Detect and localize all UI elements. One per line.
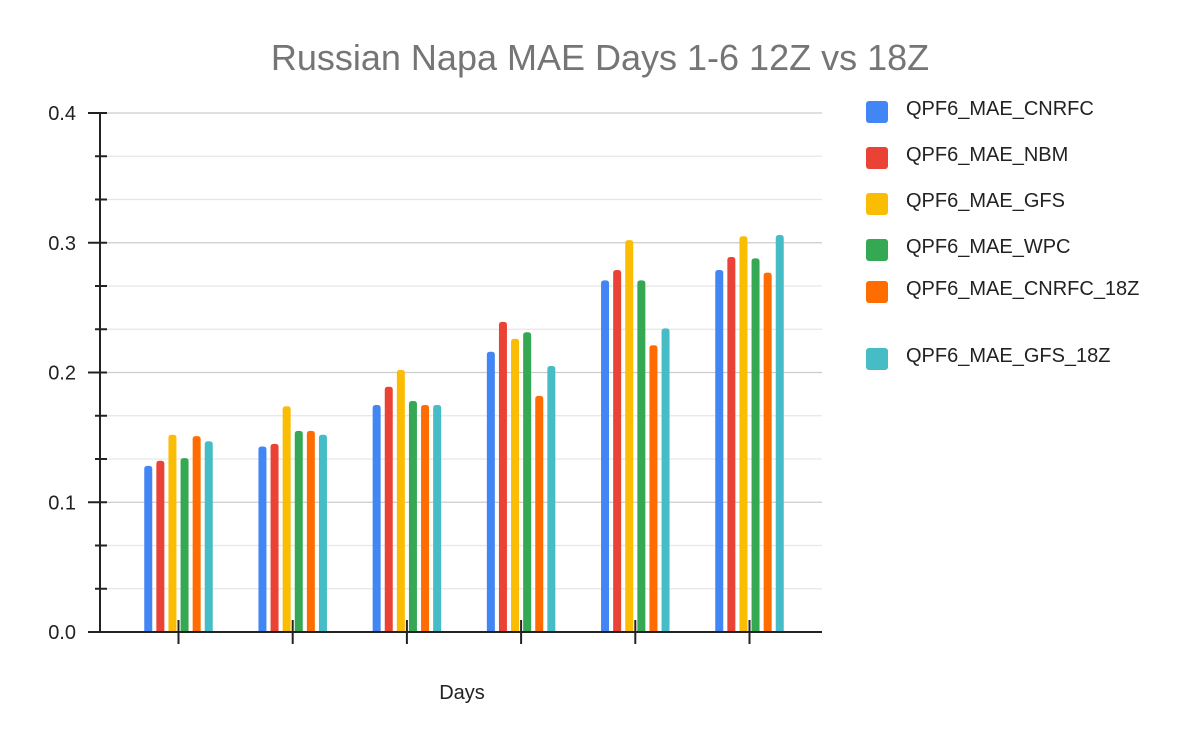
bar (144, 465, 153, 632)
legend-item: QPF6_MAE_GFS_18Z (866, 345, 1168, 370)
y-tick-label: 0.0 (48, 622, 76, 644)
bar (294, 430, 303, 632)
bar (498, 321, 507, 632)
bar (715, 269, 724, 632)
legend-swatch (866, 101, 888, 123)
axes: 0.0 0.1 0.2 0.3 0.4 (48, 103, 822, 644)
bar (727, 257, 736, 632)
bar (396, 369, 405, 632)
bar (180, 458, 189, 632)
legend-swatch (866, 239, 888, 261)
legend-item: QPF6_MAE_CNRFC_18Z (866, 278, 1168, 303)
bar (547, 366, 556, 632)
legend-label: QPF6_MAE_NBM (906, 144, 1069, 166)
y-tick-label: 0.3 (48, 233, 76, 255)
bar (613, 269, 622, 632)
legend-swatch (866, 147, 888, 169)
bar (408, 401, 417, 632)
bar (511, 338, 520, 632)
bar (637, 280, 646, 632)
bar (168, 434, 177, 632)
bar (318, 434, 327, 632)
legend-label: QPF6_MAE_CNRFC_18Z (906, 278, 1140, 300)
bar (204, 441, 213, 632)
bar (270, 443, 279, 632)
bar (763, 272, 772, 632)
legend-label: QPF6_MAE_WPC (906, 236, 1071, 258)
bar (625, 240, 634, 632)
bars (144, 234, 784, 632)
legend-label: QPF6_MAE_GFS_18Z (906, 345, 1111, 367)
bar (156, 460, 165, 632)
bar (739, 236, 748, 632)
bar (433, 404, 442, 632)
bar (486, 351, 495, 632)
bar (601, 280, 610, 632)
legend-swatch (866, 281, 888, 303)
legend-label: QPF6_MAE_CNRFC (906, 98, 1094, 120)
legend-item: QPF6_MAE_WPC (866, 236, 1168, 261)
bar (384, 386, 393, 632)
legend-item: QPF6_MAE_NBM (866, 144, 1168, 169)
bar (523, 332, 532, 632)
bar (661, 328, 670, 632)
bar (751, 258, 760, 632)
bar (306, 430, 315, 632)
bar (258, 446, 267, 632)
bar (535, 395, 544, 632)
bar (775, 234, 784, 632)
bar (372, 404, 381, 632)
y-tick-label: 0.4 (48, 103, 76, 125)
legend-item: QPF6_MAE_CNRFC (866, 98, 1168, 123)
bar (421, 404, 430, 632)
legend-item: QPF6_MAE_GFS (866, 190, 1168, 215)
legend-label: QPF6_MAE_GFS (906, 190, 1065, 212)
legend-swatch (866, 193, 888, 215)
y-tick-label: 0.2 (48, 363, 76, 385)
bar (282, 406, 291, 632)
y-tick-label: 0.1 (48, 492, 76, 514)
chart-title: Russian Napa MAE Days 1-6 12Z vs 18Z (271, 37, 929, 78)
legend-swatch (866, 348, 888, 370)
gridlines (100, 112, 822, 590)
bar (192, 436, 201, 632)
x-axis-label: Days (439, 682, 485, 704)
bar (649, 345, 658, 632)
